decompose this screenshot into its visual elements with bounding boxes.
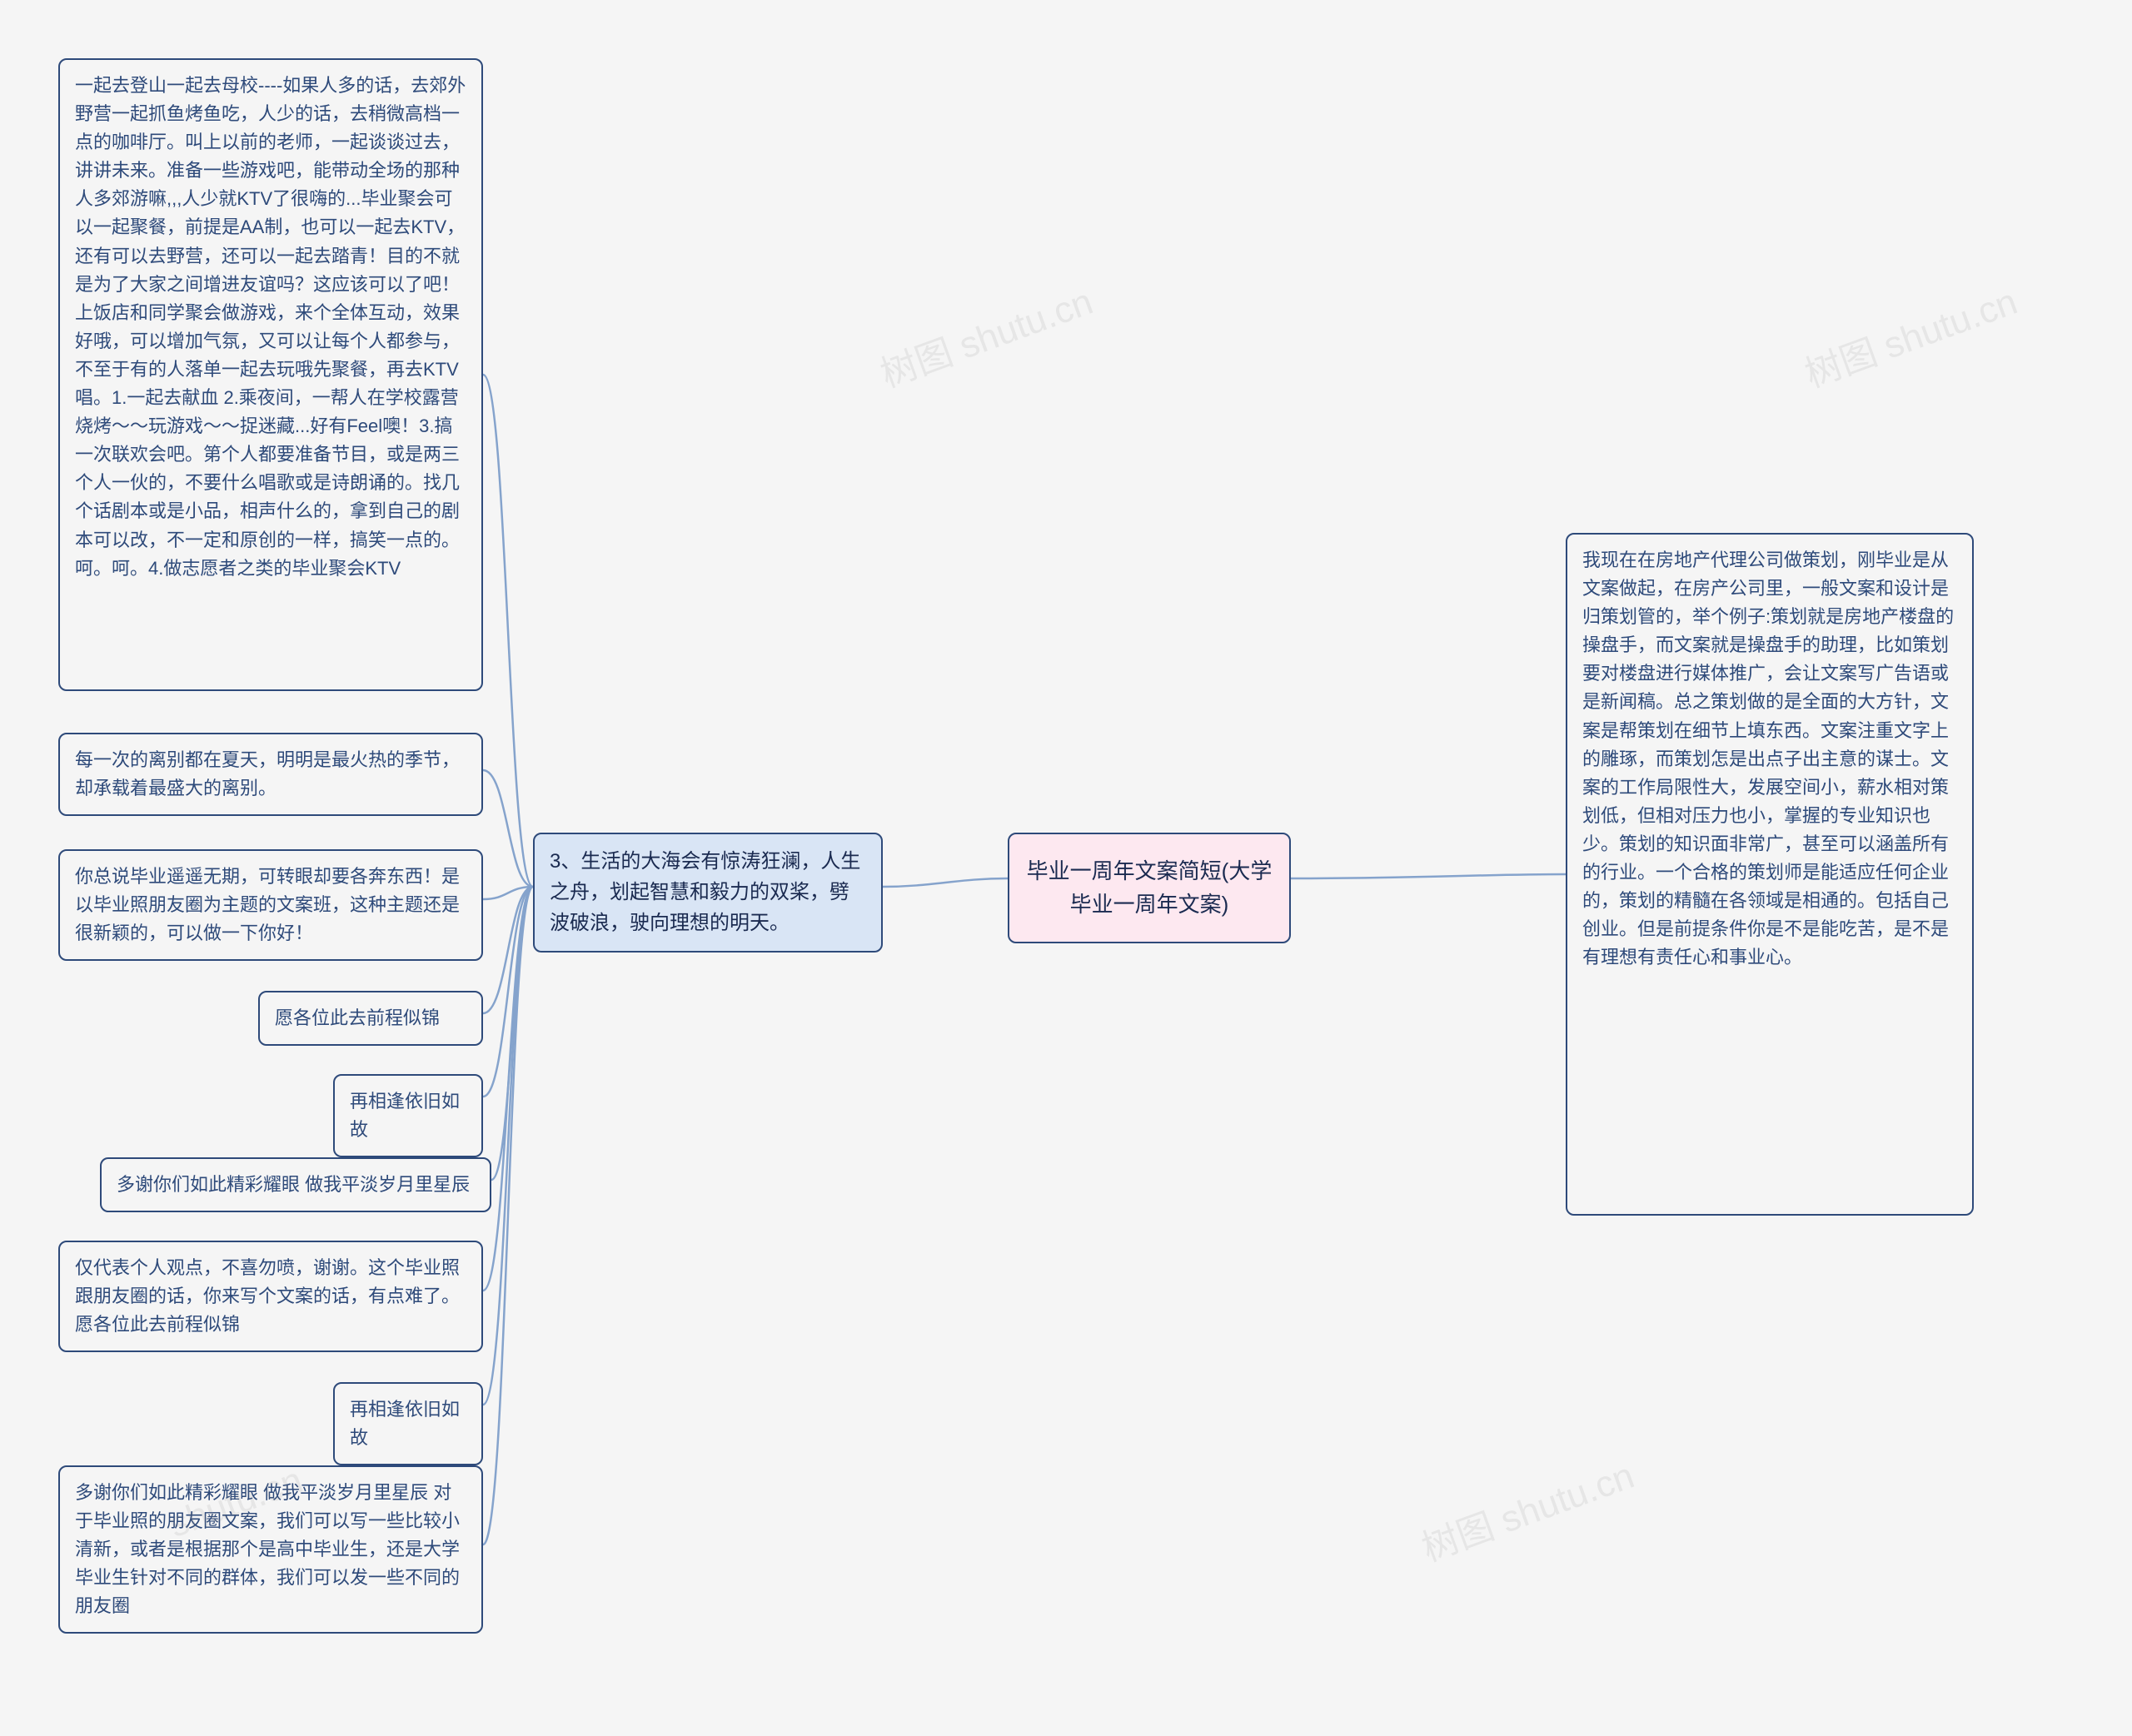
leaf-text-5: 多谢你们如此精彩耀眼 做我平淡岁月里星辰 [117, 1174, 470, 1195]
leaf-node-7[interactable]: 再相逢依旧如故 [333, 1382, 483, 1465]
leaf-node-8[interactable]: 多谢你们如此精彩耀眼 做我平淡岁月里星辰 对于毕业照的朋友圈文案，我们可以写一些… [58, 1465, 483, 1634]
watermark-0: 树图 shutu.cn [872, 271, 1098, 397]
watermark-3: 树图 shutu.cn [1413, 1445, 1640, 1571]
right-branch-node[interactable]: 我现在在房地产代理公司做策划，刚毕业是从文案做起，在房产公司里，一般文案和设计是… [1566, 533, 1974, 1216]
leaf-text-3: 愿各位此去前程似锦 [275, 1007, 440, 1028]
root-label: 毕业一周年文案简短(大学毕业一周年文案) [1027, 858, 1273, 917]
left-branch-text: 3、生活的大海会有惊涛狂澜，人生之舟，划起智慧和毅力的双桨，劈波破浪，驶向理想的… [550, 850, 860, 934]
root-node[interactable]: 毕业一周年文案简短(大学毕业一周年文案) [1008, 833, 1291, 943]
leaf-node-6[interactable]: 仅代表个人观点，不喜勿喷，谢谢。这个毕业照跟朋友圈的话，你来写个文案的话，有点难… [58, 1241, 483, 1352]
leaf-text-4: 再相逢依旧如故 [350, 1091, 460, 1140]
leaf-node-2[interactable]: 你总说毕业遥遥无期，可转眼却要各奔东西！是以毕业照朋友圈为主题的文案班，这种主题… [58, 849, 483, 961]
right-branch-text: 我现在在房地产代理公司做策划，刚毕业是从文案做起，在房产公司里，一般文案和设计是… [1582, 550, 1954, 967]
leaf-text-8: 多谢你们如此精彩耀眼 做我平淡岁月里星辰 对于毕业照的朋友圈文案，我们可以写一些… [75, 1482, 460, 1616]
leaf-text-1: 每一次的离别都在夏天，明明是最火热的季节，却承载着最盛大的离别。 [75, 749, 460, 798]
leaf-node-0[interactable]: 一起去登山一起去母校----如果人多的话，去郊外野营一起抓鱼烤鱼吃，人少的话，去… [58, 58, 483, 691]
leaf-text-6: 仅代表个人观点，不喜勿喷，谢谢。这个毕业照跟朋友圈的话，你来写个文案的话，有点难… [75, 1257, 460, 1335]
watermark-1: 树图 shutu.cn [1796, 271, 2023, 397]
leaf-node-1[interactable]: 每一次的离别都在夏天，明明是最火热的季节，却承载着最盛大的离别。 [58, 733, 483, 816]
leaf-text-7: 再相逢依旧如故 [350, 1399, 460, 1448]
leaf-text-2: 你总说毕业遥遥无期，可转眼却要各奔东西！是以毕业照朋友圈为主题的文案班，这种主题… [75, 866, 460, 943]
leaf-text-0: 一起去登山一起去母校----如果人多的话，去郊外野营一起抓鱼烤鱼吃，人少的话，去… [75, 75, 466, 579]
left-branch-node[interactable]: 3、生活的大海会有惊涛狂澜，人生之舟，划起智慧和毅力的双桨，劈波破浪，驶向理想的… [533, 833, 883, 953]
leaf-node-3[interactable]: 愿各位此去前程似锦 [258, 991, 483, 1046]
leaf-node-4[interactable]: 再相逢依旧如故 [333, 1074, 483, 1157]
leaf-node-5[interactable]: 多谢你们如此精彩耀眼 做我平淡岁月里星辰 [100, 1157, 491, 1212]
